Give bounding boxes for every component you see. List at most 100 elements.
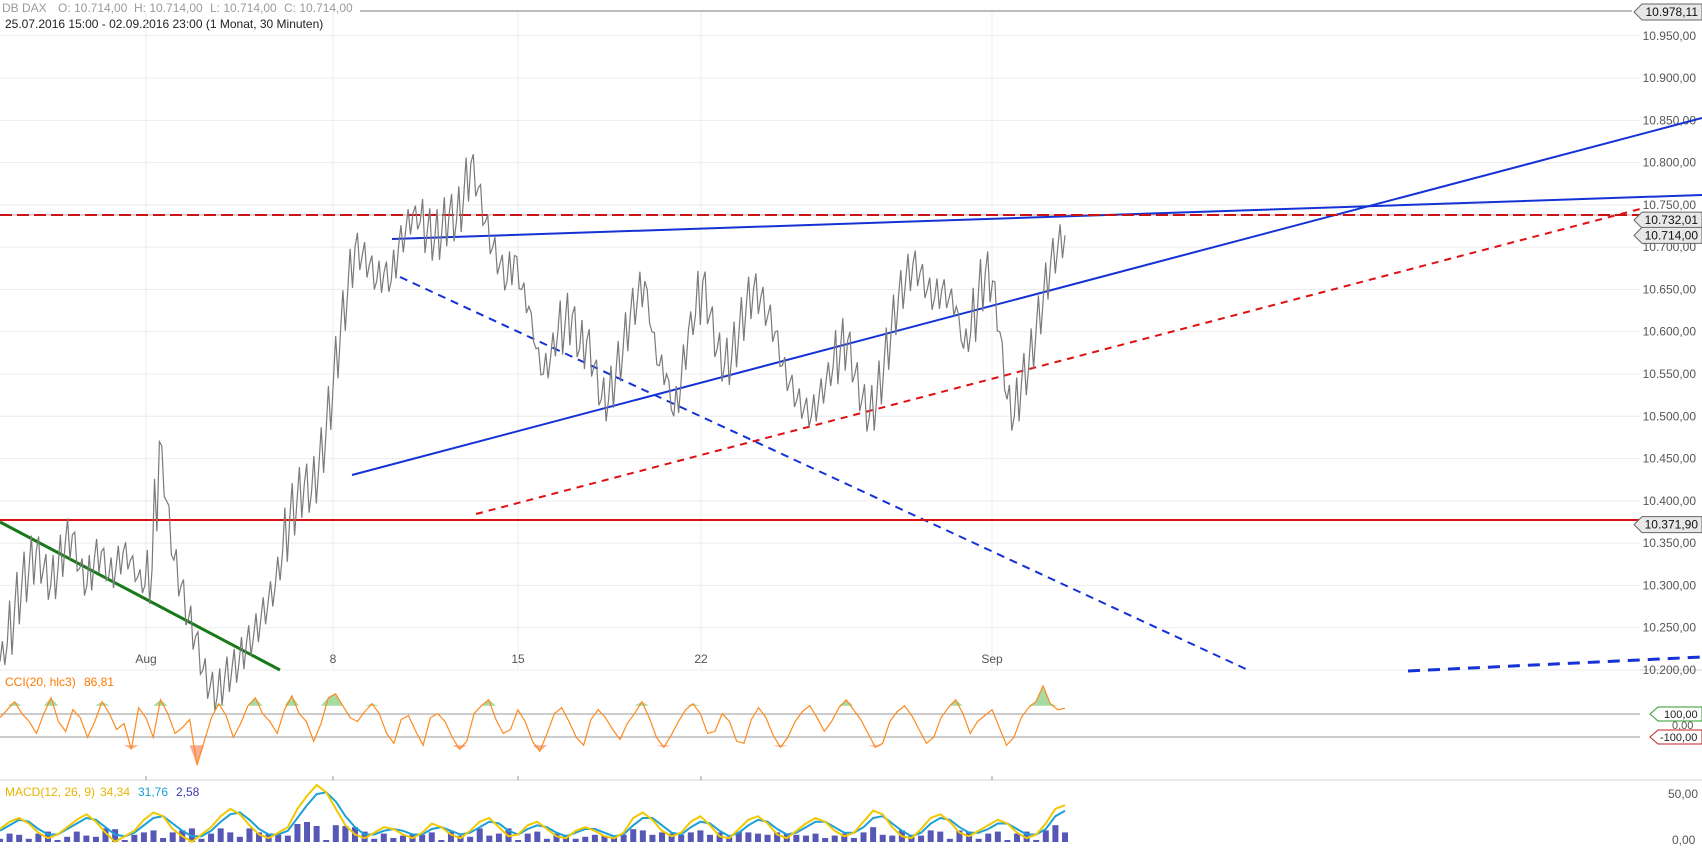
- cci-overbought-fill: [153, 699, 161, 706]
- macd-hist-bar: [831, 835, 838, 842]
- macd-hist-bar: [697, 830, 704, 842]
- cci-overbought-fill: [846, 699, 854, 706]
- macd-hist-bar: [1033, 840, 1040, 842]
- cci-overbought-fill: [211, 703, 219, 706]
- cci-oversold-fill: [663, 745, 672, 748]
- price-tag-resistance: 10.732,01: [1633, 211, 1702, 229]
- cci-title: CCI(20, hlc3): [5, 675, 76, 689]
- macd-hist-bar: [745, 832, 752, 842]
- macd-hist-bar: [956, 830, 963, 842]
- main-grid: [0, 12, 1640, 780]
- y-tick-label: 10.350,00: [1643, 536, 1697, 550]
- macd-title: MACD(12, 26, 9): [5, 785, 95, 799]
- trendline-blue-dashed-bottom[interactable]: [1407, 655, 1702, 673]
- price-tag-text: 10.732,01: [1645, 213, 1699, 227]
- trendline-green[interactable]: [0, 520, 281, 672]
- macd-hist-bar: [35, 833, 42, 842]
- y-tick-label: 10.400,00: [1643, 494, 1697, 508]
- macd-value: 34,34: [100, 785, 130, 799]
- macd-hist-bar: [572, 838, 579, 842]
- macd-hist-bar: [294, 824, 301, 842]
- y-tick-label: 10.800,00: [1643, 156, 1697, 170]
- macd-hist-bar: [822, 838, 829, 842]
- macd-hist-bar: [227, 832, 234, 842]
- trendlines: [0, 117, 1702, 673]
- macd-hist-bar: [927, 830, 934, 842]
- macd-hist-bar: [764, 834, 771, 842]
- trendline-blue-rising[interactable]: [351, 117, 1702, 476]
- y-tick-label: 10.450,00: [1643, 452, 1697, 466]
- macd-hist-bar: [1023, 831, 1030, 842]
- cci-overbought-fill: [94, 701, 103, 706]
- macd-hist-bar: [841, 833, 848, 842]
- macd-hist-bar: [304, 822, 311, 842]
- price-tag-text: 10.714,00: [1645, 228, 1699, 242]
- macd-hist-bar: [793, 834, 800, 842]
- trendline-blue-upper[interactable]: [391, 194, 1702, 240]
- macd-hist-bar: [486, 835, 493, 842]
- macd-hist-bar: [850, 838, 857, 842]
- x-tick-label: 22: [694, 652, 708, 666]
- macd-hist-bar: [524, 833, 531, 842]
- macd-hist-bar: [390, 838, 397, 842]
- macd-hist-bar: [985, 833, 992, 842]
- y-tick-label: 10.650,00: [1643, 282, 1697, 296]
- cci-current: 86,81: [84, 675, 114, 689]
- macd-hist-bar: [73, 831, 80, 842]
- cci-oversold-fill: [532, 745, 540, 752]
- macd-hist-bar: [553, 833, 560, 842]
- macd-hist-bar: [150, 830, 157, 842]
- macd-hist-bar: [428, 832, 435, 842]
- macd-hist-bar: [140, 832, 147, 842]
- macd-hist-bar: [275, 834, 282, 842]
- cci-oversold-fill: [124, 745, 132, 750]
- macd-hist-value: 2,58: [176, 785, 200, 799]
- macd-hist-bar: [371, 838, 378, 842]
- macd-hist-bar: [754, 833, 761, 842]
- macd-hist-bar: [131, 834, 138, 842]
- macd-hist-bar: [92, 836, 99, 842]
- macd-hist-bar: [639, 830, 646, 842]
- cci-oversold-fill: [131, 745, 139, 750]
- y-tick-label: 10.850,00: [1643, 113, 1697, 127]
- macd-hist-bar: [726, 836, 733, 842]
- macd-hist-bar: [802, 835, 809, 842]
- macd-hist-bar: [495, 833, 502, 842]
- price-line: [0, 154, 1066, 711]
- macd-panel: MACD(12, 26, 9) 34,34 31,76 2,58 50,00 0…: [0, 783, 1698, 847]
- macd-hist-bar: [735, 831, 742, 842]
- instrument-name: DB DAX: [2, 1, 47, 15]
- y-tick-label: 10.300,00: [1643, 578, 1697, 592]
- cci-oversold-fill: [773, 745, 781, 748]
- macd-hist-bar: [208, 833, 215, 842]
- macd-tick-50: 50,00: [1668, 787, 1698, 801]
- cci-overbought-fill: [255, 697, 263, 706]
- macd-hist-bar: [1042, 830, 1049, 842]
- macd-hist-bar: [438, 840, 445, 842]
- macd-hist-bar: [879, 834, 886, 842]
- trendline-red-dashed-rising[interactable]: [475, 208, 1641, 515]
- y-tick-label: 10.550,00: [1643, 367, 1697, 381]
- price-tag-support: 10.371,90: [1633, 516, 1702, 534]
- macd-hist-bar: [256, 832, 263, 842]
- cci-level-100-tag: 100,00: [1649, 706, 1702, 722]
- x-tick-label: 8: [330, 652, 337, 666]
- macd-hist-bar: [678, 834, 685, 842]
- cci-overbought-fill: [43, 697, 52, 706]
- cci-overbought-fill: [838, 699, 847, 706]
- ohlc-low: L: 10.714,00: [210, 1, 277, 15]
- macd-hist-bar: [1004, 840, 1011, 842]
- x-tick-label: Sep: [981, 652, 1003, 666]
- macd-hist-bar: [774, 832, 781, 842]
- macd-hist-bar: [121, 840, 128, 842]
- y-tick-label: 10.900,00: [1643, 71, 1697, 85]
- macd-hist-bar: [399, 835, 406, 842]
- price-tag-text: 10.371,90: [1645, 518, 1699, 532]
- macd-hist-bar: [342, 826, 349, 842]
- trendline-blue-dashed-down[interactable]: [399, 276, 1249, 671]
- macd-hist-bar: [543, 838, 550, 842]
- price-tag-text: 10.978,11: [1646, 5, 1699, 19]
- cci-oversold-fill: [868, 745, 876, 748]
